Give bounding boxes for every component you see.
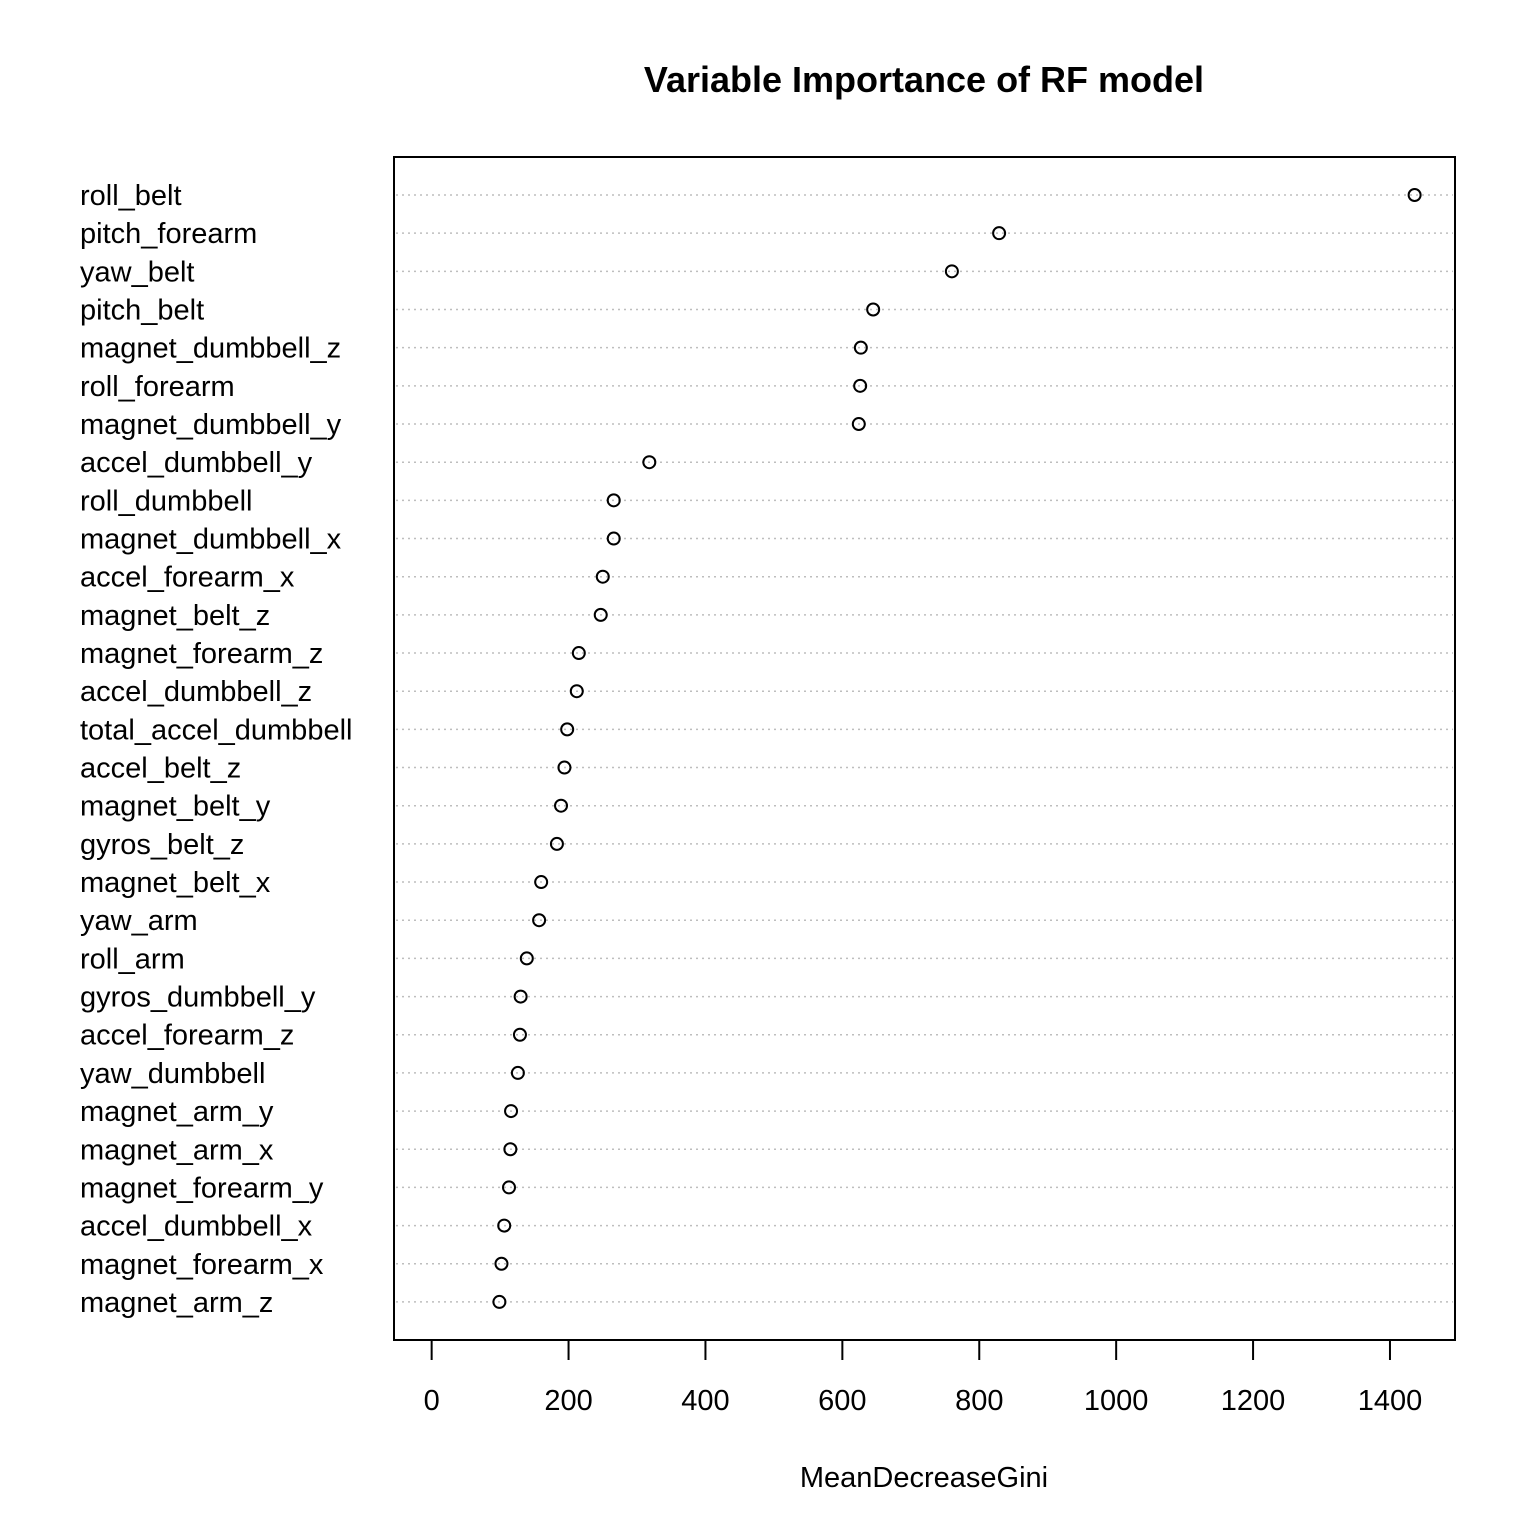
category-label: magnet_dumbbell_z bbox=[80, 333, 341, 365]
category-label: yaw_arm bbox=[80, 905, 198, 937]
data-point bbox=[642, 455, 657, 470]
x-axis: 0 200 400 600 800 1000 1200 1400 bbox=[424, 1339, 1423, 1417]
x-tick-label: 400 bbox=[681, 1385, 729, 1417]
category-label: magnet_belt_x bbox=[80, 867, 271, 899]
category-label: magnet_dumbbell_x bbox=[80, 524, 342, 556]
data-point bbox=[497, 1218, 512, 1233]
x-tick-label: 600 bbox=[818, 1385, 866, 1417]
data-point bbox=[606, 531, 621, 546]
x-tick-label: 200 bbox=[544, 1385, 592, 1417]
data-point bbox=[534, 875, 549, 890]
category-label: accel_dumbbell_x bbox=[80, 1211, 313, 1243]
category-label: magnet_forearm_y bbox=[80, 1172, 324, 1204]
data-point bbox=[510, 1065, 525, 1080]
category-label: accel_dumbbell_y bbox=[80, 447, 313, 479]
category-label: gyros_dumbbell_y bbox=[80, 982, 316, 1014]
x-tick-label: 1200 bbox=[1221, 1385, 1286, 1417]
data-point bbox=[866, 302, 881, 317]
category-label: magnet_belt_z bbox=[80, 600, 270, 632]
data-point bbox=[512, 1027, 527, 1042]
x-tick-label: 800 bbox=[955, 1385, 1003, 1417]
data-point bbox=[504, 1104, 519, 1119]
category-label: magnet_belt_y bbox=[80, 791, 271, 823]
category-label: gyros_belt_z bbox=[80, 829, 244, 861]
x-tick-label: 1000 bbox=[1084, 1385, 1149, 1417]
category-label: magnet_arm_x bbox=[80, 1134, 274, 1166]
category-label: accel_dumbbell_z bbox=[80, 676, 312, 708]
category-label: roll_arm bbox=[80, 943, 185, 975]
category-label: yaw_belt bbox=[80, 256, 194, 288]
data-point bbox=[549, 836, 564, 851]
category-label: magnet_arm_y bbox=[80, 1096, 274, 1128]
category-label: accel_forearm_z bbox=[80, 1020, 294, 1052]
data-point bbox=[853, 340, 868, 355]
x-tick-label: 0 bbox=[424, 1385, 440, 1417]
category-label: roll_dumbbell bbox=[80, 485, 253, 517]
category-label: magnet_arm_z bbox=[80, 1287, 273, 1319]
category-label: pitch_belt bbox=[80, 295, 204, 327]
category-label: accel_belt_z bbox=[80, 753, 241, 785]
category-label: roll_forearm bbox=[80, 371, 235, 403]
data-point bbox=[560, 722, 575, 737]
data-point bbox=[595, 569, 610, 584]
gridlines bbox=[396, 194, 1453, 1303]
data-point bbox=[519, 951, 534, 966]
category-label: magnet_forearm_x bbox=[80, 1249, 324, 1281]
chart-title: Variable Importance of RF model bbox=[644, 59, 1204, 100]
category-labels: roll_belt pitch_forearm yaw_belt pitch_belt… bbox=[80, 180, 352, 1319]
data-point bbox=[593, 607, 608, 622]
data-point bbox=[503, 1142, 518, 1157]
data-point bbox=[554, 798, 569, 813]
data-point bbox=[532, 913, 547, 928]
data-point bbox=[992, 226, 1007, 241]
data-points bbox=[492, 188, 1422, 1309]
data-point bbox=[571, 646, 586, 661]
data-point bbox=[853, 378, 868, 393]
data-point bbox=[1407, 188, 1422, 202]
category-label: yaw_dumbbell bbox=[80, 1058, 265, 1090]
data-point bbox=[944, 264, 959, 279]
data-point bbox=[513, 989, 528, 1004]
data-point bbox=[606, 493, 621, 508]
category-label: roll_belt bbox=[80, 180, 182, 212]
data-point bbox=[494, 1256, 509, 1271]
plot-frame bbox=[393, 156, 1456, 1341]
data-point bbox=[557, 760, 572, 775]
category-label: magnet_forearm_z bbox=[80, 638, 323, 670]
x-tick-label: 1400 bbox=[1358, 1385, 1423, 1417]
data-point bbox=[492, 1294, 507, 1309]
data-point bbox=[851, 417, 866, 432]
category-label: accel_forearm_x bbox=[80, 562, 295, 594]
data-point bbox=[569, 684, 584, 699]
category-label: total_accel_dumbbell bbox=[80, 714, 352, 746]
category-label: pitch_forearm bbox=[80, 218, 257, 250]
data-point bbox=[501, 1180, 516, 1195]
category-label: magnet_dumbbell_y bbox=[80, 409, 342, 441]
x-axis-title: MeanDecreaseGini bbox=[800, 1462, 1048, 1494]
